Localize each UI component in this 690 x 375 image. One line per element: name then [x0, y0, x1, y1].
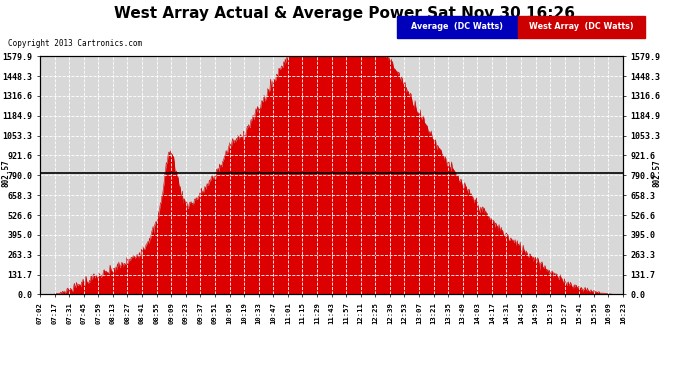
Text: Copyright 2013 Cartronics.com: Copyright 2013 Cartronics.com: [8, 39, 142, 48]
Text: West Array Actual & Average Power Sat Nov 30 16:26: West Array Actual & Average Power Sat No…: [115, 6, 575, 21]
Text: Average  (DC Watts): Average (DC Watts): [411, 22, 503, 31]
Text: 802.57: 802.57: [652, 159, 662, 187]
Text: 802.57: 802.57: [1, 159, 11, 187]
Text: West Array  (DC Watts): West Array (DC Watts): [529, 22, 633, 31]
